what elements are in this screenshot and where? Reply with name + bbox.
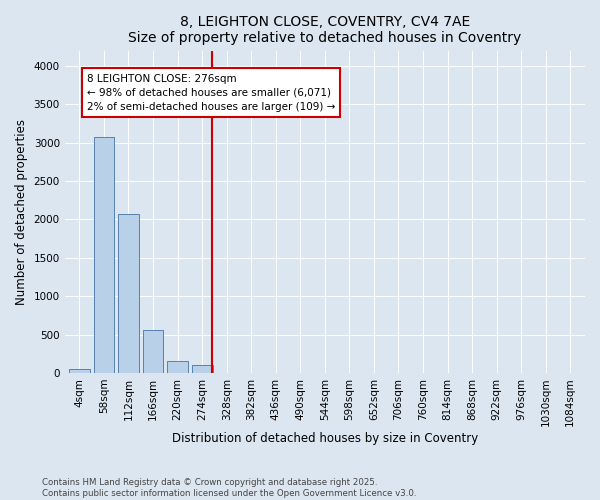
Text: Contains HM Land Registry data © Crown copyright and database right 2025.
Contai: Contains HM Land Registry data © Crown c… xyxy=(42,478,416,498)
Bar xyxy=(118,214,139,373)
Bar xyxy=(69,369,90,373)
Bar xyxy=(143,330,163,373)
Y-axis label: Number of detached properties: Number of detached properties xyxy=(15,118,28,304)
Bar xyxy=(167,360,188,373)
Bar xyxy=(94,136,115,373)
Text: 8 LEIGHTON CLOSE: 276sqm
← 98% of detached houses are smaller (6,071)
2% of semi: 8 LEIGHTON CLOSE: 276sqm ← 98% of detach… xyxy=(87,74,335,112)
X-axis label: Distribution of detached houses by size in Coventry: Distribution of detached houses by size … xyxy=(172,432,478,445)
Title: 8, LEIGHTON CLOSE, COVENTRY, CV4 7AE
Size of property relative to detached house: 8, LEIGHTON CLOSE, COVENTRY, CV4 7AE Siz… xyxy=(128,15,521,45)
Bar xyxy=(191,366,212,373)
